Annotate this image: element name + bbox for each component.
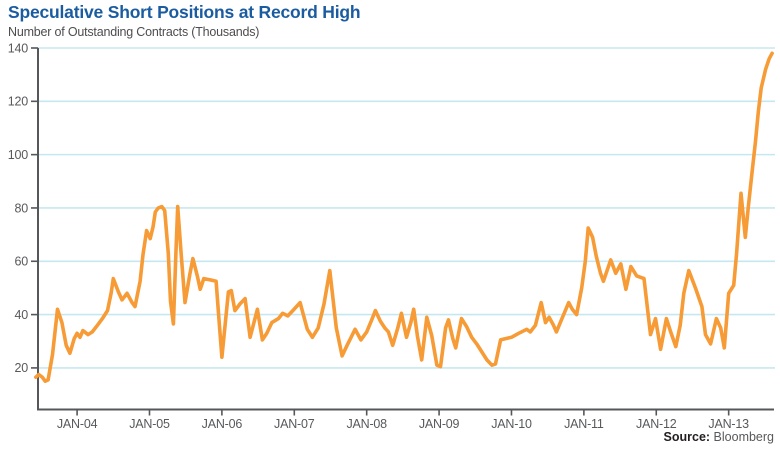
x-tick-label: JAN-06	[202, 417, 243, 431]
x-tick-label: JAN-07	[274, 417, 315, 431]
x-tick-label: JAN-04	[57, 417, 98, 431]
y-tick-label: 60	[14, 255, 28, 269]
y-tick-label: 100	[8, 148, 29, 162]
x-tick-label: JAN-12	[636, 417, 677, 431]
chart-title: Speculative Short Positions at Record Hi…	[8, 2, 361, 22]
y-tick-label: 20	[14, 361, 28, 375]
axes	[37, 48, 774, 411]
source-note: Source: Bloomberg	[664, 430, 774, 444]
y-tick-label: 140	[8, 41, 29, 55]
chart-subtitle: Number of Outstanding Contracts (Thousan…	[8, 25, 260, 39]
y-tick-label: 80	[14, 201, 28, 215]
x-tick-label: JAN-09	[419, 417, 460, 431]
x-tick-label: JAN-13	[708, 417, 749, 431]
source-value: Bloomberg	[713, 430, 774, 444]
x-tick-label: JAN-08	[346, 417, 387, 431]
y-tick-label: 40	[14, 308, 28, 322]
x-tick-label: JAN-11	[564, 417, 604, 431]
y-tick-label: 120	[8, 95, 29, 109]
source-label: Source:	[663, 430, 711, 444]
data-line	[34, 51, 774, 383]
x-tick-label: JAN-05	[129, 417, 170, 431]
x-tick-label: JAN-10	[491, 417, 532, 431]
